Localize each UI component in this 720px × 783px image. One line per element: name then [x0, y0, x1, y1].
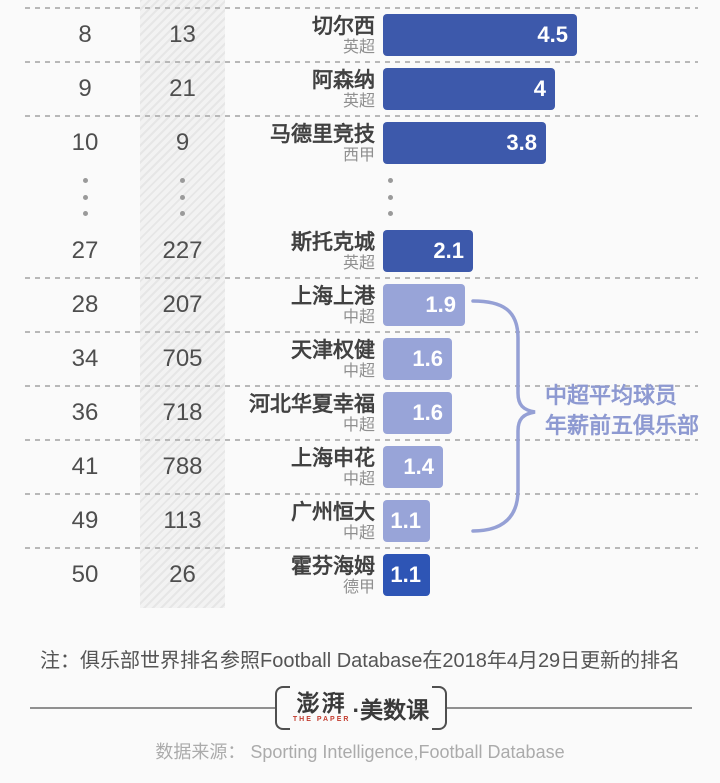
club-block: 阿森纳 英超	[165, 62, 375, 116]
world-rank-value: 227	[162, 237, 203, 264]
salary-rank-value: 9	[78, 75, 92, 102]
world-rank-value: 26	[169, 561, 196, 588]
salary-bar: 1.6	[383, 338, 452, 380]
world-rank-value: 9	[175, 129, 190, 156]
salary-rank-value: 28	[71, 291, 99, 318]
club-name: 阿森纳	[312, 68, 375, 92]
club-league: 德甲	[342, 578, 375, 596]
club-league: 中超	[342, 470, 375, 488]
table-row: 8 13 切尔西 英超 4.5	[0, 7, 720, 62]
salary-rank-value: 41	[71, 453, 99, 480]
salary-bar: 1.9	[383, 284, 465, 326]
salary-rank-value: 50	[71, 561, 99, 588]
club-league: 英超	[342, 254, 375, 272]
club-league: 中超	[342, 362, 375, 380]
club-name: 切尔西	[312, 14, 375, 38]
club-league: 英超	[342, 92, 375, 110]
logo-meishuke-text: ·美数课	[352, 697, 430, 723]
ellipsis-bar-column	[345, 178, 435, 216]
salary-value-label: 1.6	[412, 400, 443, 425]
club-name: 马德里竞技	[270, 122, 375, 146]
club-block: 斯托克城 英超	[165, 224, 375, 278]
logo-pengpai-text: 澎湃	[296, 690, 347, 717]
world-rank-value: 207	[162, 291, 203, 318]
logo-row: 澎湃 THE PAPER ·美数课	[30, 686, 692, 730]
table-row: 49 113 广州恒大 中超 1.1	[0, 493, 720, 548]
world-rank-value: 788	[162, 453, 203, 480]
club-block: 上海上港 中超	[165, 278, 375, 332]
club-name: 上海上港	[291, 284, 375, 308]
thepaper-logo: 澎湃 THE PAPER ·美数课	[274, 686, 448, 730]
csl-group-annotation: 中超平均球员 年薪前五俱乐部	[545, 383, 700, 438]
world-rank-column-background	[140, 0, 225, 608]
club-league: 西甲	[342, 146, 375, 164]
club-block: 天津权健 中超	[165, 332, 375, 386]
salary-value-label: 1.9	[425, 292, 456, 317]
world-rank-value: 21	[169, 75, 196, 102]
salary-bar: 1.6	[383, 392, 452, 434]
table-row: 27 227 斯托克城 英超 2.1	[0, 224, 720, 278]
salary-value-label: 4	[533, 76, 546, 101]
salary-bar: 4.5	[383, 14, 577, 56]
club-block: 霍芬海姆 德甲	[165, 548, 375, 602]
salary-bar: 4	[383, 68, 555, 110]
table-row: 36 718 河北华夏幸福 中超 1.6	[0, 385, 720, 440]
club-league: 中超	[342, 416, 375, 434]
club-name: 斯托克城	[291, 230, 375, 254]
table-row: 9 21 阿森纳 英超 4	[0, 61, 720, 116]
club-name: 河北华夏幸福	[249, 392, 375, 416]
club-block: 广州恒大 中超	[165, 494, 375, 548]
salary-value-label: 1.1	[390, 562, 421, 587]
salary-rank-value: 49	[71, 507, 99, 534]
salary-rank-value: 10	[71, 129, 99, 156]
salary-value-label: 4.5	[537, 22, 568, 47]
salary-bar: 1.1	[383, 554, 430, 596]
salary-value-label: 1.1	[390, 508, 421, 533]
footnote: 注：俱乐部世界排名参照Football Database在2018年4月29日更…	[40, 650, 681, 672]
left-divider-line	[30, 707, 275, 709]
salary-rank-value: 34	[71, 345, 99, 372]
salary-value-label: 2.1	[433, 238, 464, 263]
table-row: 41 788 上海申花 中超 1.4	[0, 439, 720, 494]
data-source: 数据来源： Sporting Intelligence,Football Dat…	[155, 742, 565, 762]
salary-value-label: 1.6	[412, 346, 443, 371]
table-row: 34 705 天津权健 中超 1.6	[0, 331, 720, 386]
right-divider-line	[447, 707, 692, 709]
ellipsis-rank-column	[40, 178, 130, 216]
club-block: 河北华夏幸福 中超	[165, 386, 375, 440]
table-row: 10 9 马德里竞技 西甲 3.8	[0, 115, 720, 170]
world-rank-value: 718	[162, 399, 203, 426]
club-name: 天津权健	[291, 338, 375, 362]
table-row: 28 207 上海上港 中超 1.9	[0, 277, 720, 332]
world-rank-value: 13	[169, 21, 196, 48]
club-name: 霍芬海姆	[291, 554, 375, 578]
salary-value-label: 3.8	[506, 130, 537, 155]
club-name: 上海申花	[291, 446, 375, 470]
club-block: 切尔西 英超	[165, 8, 375, 62]
table-row: 50 26 霍芬海姆 德甲 1.1	[0, 547, 720, 602]
csl-group-brace	[471, 299, 536, 533]
salary-value-label: 1.4	[403, 454, 434, 479]
club-block: 上海申花 中超	[165, 440, 375, 494]
logo-thepaper-text: THE PAPER	[292, 716, 351, 723]
club-block: 马德里竞技 西甲	[165, 116, 375, 170]
club-league: 英超	[342, 38, 375, 56]
ellipsis-row	[0, 170, 720, 224]
logo-pengpai-block: 澎湃 THE PAPER	[293, 692, 351, 724]
salary-bar: 3.8	[383, 122, 546, 164]
salary-rank-value: 36	[71, 399, 99, 426]
club-name: 广州恒大	[291, 500, 375, 524]
salary-rank-value: 27	[71, 237, 99, 264]
world-rank-value: 705	[162, 345, 203, 372]
club-league: 中超	[342, 524, 375, 542]
club-league: 中超	[342, 308, 375, 326]
world-rank-value: 113	[163, 507, 202, 534]
ellipsis-worldrank-column	[140, 178, 225, 216]
salary-rank-value: 8	[78, 21, 92, 48]
salary-bar: 1.4	[383, 446, 443, 488]
salary-bar: 2.1	[383, 230, 473, 272]
salary-bar: 1.1	[383, 500, 430, 542]
